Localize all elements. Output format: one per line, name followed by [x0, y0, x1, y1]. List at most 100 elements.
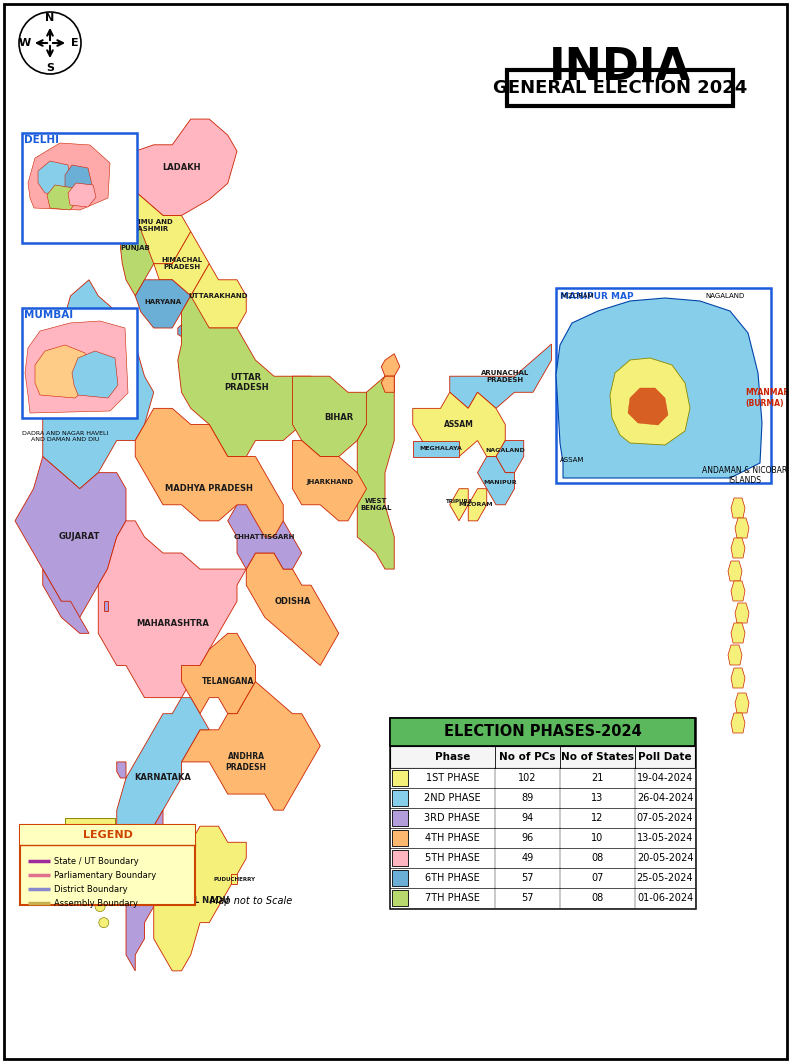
Polygon shape	[628, 388, 668, 425]
Polygon shape	[731, 713, 745, 733]
Polygon shape	[413, 392, 505, 457]
Text: 5TH PHASE: 5TH PHASE	[425, 853, 480, 863]
Bar	[392, 890, 408, 906]
Bar	[392, 770, 408, 786]
Text: E: E	[71, 38, 79, 48]
Polygon shape	[123, 183, 191, 264]
Text: DADRA AND NAGAR HAVELI
AND DAMAN AND DIU: DADRA AND NAGAR HAVELI AND DAMAN AND DIU	[22, 431, 108, 442]
Polygon shape	[181, 681, 320, 810]
Text: 6TH PHASE: 6TH PHASE	[425, 873, 480, 883]
Bar	[390, 788, 695, 808]
Bar	[392, 790, 408, 806]
Polygon shape	[43, 569, 89, 634]
Polygon shape	[117, 697, 210, 875]
Polygon shape	[104, 602, 108, 611]
Polygon shape	[731, 623, 745, 643]
Bar	[390, 746, 695, 767]
Polygon shape	[381, 354, 399, 376]
Bar	[392, 850, 408, 866]
Text: 2ND PHASE: 2ND PHASE	[424, 793, 481, 803]
Text: 21: 21	[592, 773, 604, 783]
Polygon shape	[735, 693, 749, 713]
Text: ANDHRA
PRADESH: ANDHRA PRADESH	[225, 753, 267, 772]
Text: NAGALAND: NAGALAND	[705, 293, 744, 299]
Text: Parliamentary Boundary: Parliamentary Boundary	[54, 871, 157, 879]
Text: MUMBAI: MUMBAI	[24, 310, 73, 320]
Polygon shape	[293, 376, 376, 457]
Text: 10: 10	[592, 833, 604, 843]
Circle shape	[99, 917, 109, 928]
Polygon shape	[28, 144, 110, 210]
Bar	[392, 810, 408, 826]
Polygon shape	[181, 634, 255, 713]
Text: MAHARASHTRA: MAHARASHTRA	[136, 620, 209, 628]
Polygon shape	[381, 376, 394, 392]
Bar	[556, 288, 771, 483]
Text: UTTARAKHAND: UTTARAKHAND	[189, 293, 248, 299]
Text: TELANGANA: TELANGANA	[202, 677, 254, 686]
Polygon shape	[728, 645, 742, 665]
Text: S: S	[46, 63, 54, 73]
Text: MIZORAM: MIZORAM	[560, 293, 593, 299]
Polygon shape	[358, 376, 394, 569]
Text: 89: 89	[521, 793, 534, 803]
Text: 01-06-2024: 01-06-2024	[637, 893, 693, 902]
Text: 25-05-2024: 25-05-2024	[637, 873, 694, 883]
Circle shape	[97, 885, 107, 895]
Polygon shape	[117, 762, 126, 778]
Polygon shape	[228, 473, 301, 569]
Text: 20-05-2024: 20-05-2024	[637, 853, 693, 863]
Polygon shape	[47, 185, 78, 210]
Polygon shape	[731, 497, 745, 518]
Text: MANIPUR MAP: MANIPUR MAP	[560, 292, 634, 301]
Text: 57: 57	[521, 893, 534, 902]
Bar	[392, 830, 408, 846]
Text: 7TH PHASE: 7TH PHASE	[425, 893, 480, 902]
Polygon shape	[126, 810, 172, 971]
Polygon shape	[124, 119, 237, 216]
Polygon shape	[468, 489, 486, 521]
Text: 08: 08	[592, 853, 604, 863]
Text: NAGALAND: NAGALAND	[486, 448, 525, 453]
Text: 13: 13	[592, 793, 604, 803]
Polygon shape	[450, 344, 551, 408]
Text: 08: 08	[592, 893, 604, 902]
Text: Assembly Boundary: Assembly Boundary	[54, 898, 138, 908]
Polygon shape	[486, 440, 524, 473]
Polygon shape	[610, 358, 690, 445]
Text: 07: 07	[592, 873, 604, 883]
Polygon shape	[293, 440, 366, 521]
Text: JHARKHAND: JHARKHAND	[306, 479, 353, 486]
Text: 49: 49	[521, 853, 534, 863]
Text: Phase: Phase	[435, 752, 470, 762]
Text: 07-05-2024: 07-05-2024	[637, 813, 693, 823]
Text: 26-04-2024: 26-04-2024	[637, 793, 693, 803]
Text: MADHYA PRADESH: MADHYA PRADESH	[165, 485, 253, 493]
Bar	[65, 819, 115, 838]
Text: 12: 12	[592, 813, 604, 823]
Bar	[22, 133, 137, 243]
Polygon shape	[731, 581, 745, 601]
Text: GUJARAT: GUJARAT	[59, 533, 100, 541]
FancyBboxPatch shape	[507, 70, 733, 106]
Text: LADAKH: LADAKH	[162, 163, 201, 172]
Polygon shape	[120, 216, 153, 296]
Polygon shape	[728, 561, 742, 581]
Polygon shape	[731, 668, 745, 688]
Text: CHHATTISGARH: CHHATTISGARH	[234, 534, 295, 540]
Text: MEGHALAYA: MEGHALAYA	[419, 446, 462, 451]
Text: MANIPUR: MANIPUR	[483, 479, 517, 485]
Text: RAJASTHAN: RAJASTHAN	[71, 394, 126, 403]
Polygon shape	[556, 298, 762, 478]
Text: WEST
BENGAL: WEST BENGAL	[360, 499, 392, 511]
Polygon shape	[191, 264, 246, 328]
Text: State / UT Boundary: State / UT Boundary	[54, 857, 138, 865]
Text: 102: 102	[518, 773, 537, 783]
Polygon shape	[153, 826, 246, 971]
Text: BIHAR: BIHAR	[324, 414, 354, 422]
Text: MIZORAM: MIZORAM	[458, 503, 493, 507]
Text: ASSAM: ASSAM	[444, 420, 474, 429]
Text: UTTAR
PRADESH: UTTAR PRADESH	[224, 373, 269, 392]
Polygon shape	[43, 280, 153, 489]
Bar	[390, 828, 695, 848]
